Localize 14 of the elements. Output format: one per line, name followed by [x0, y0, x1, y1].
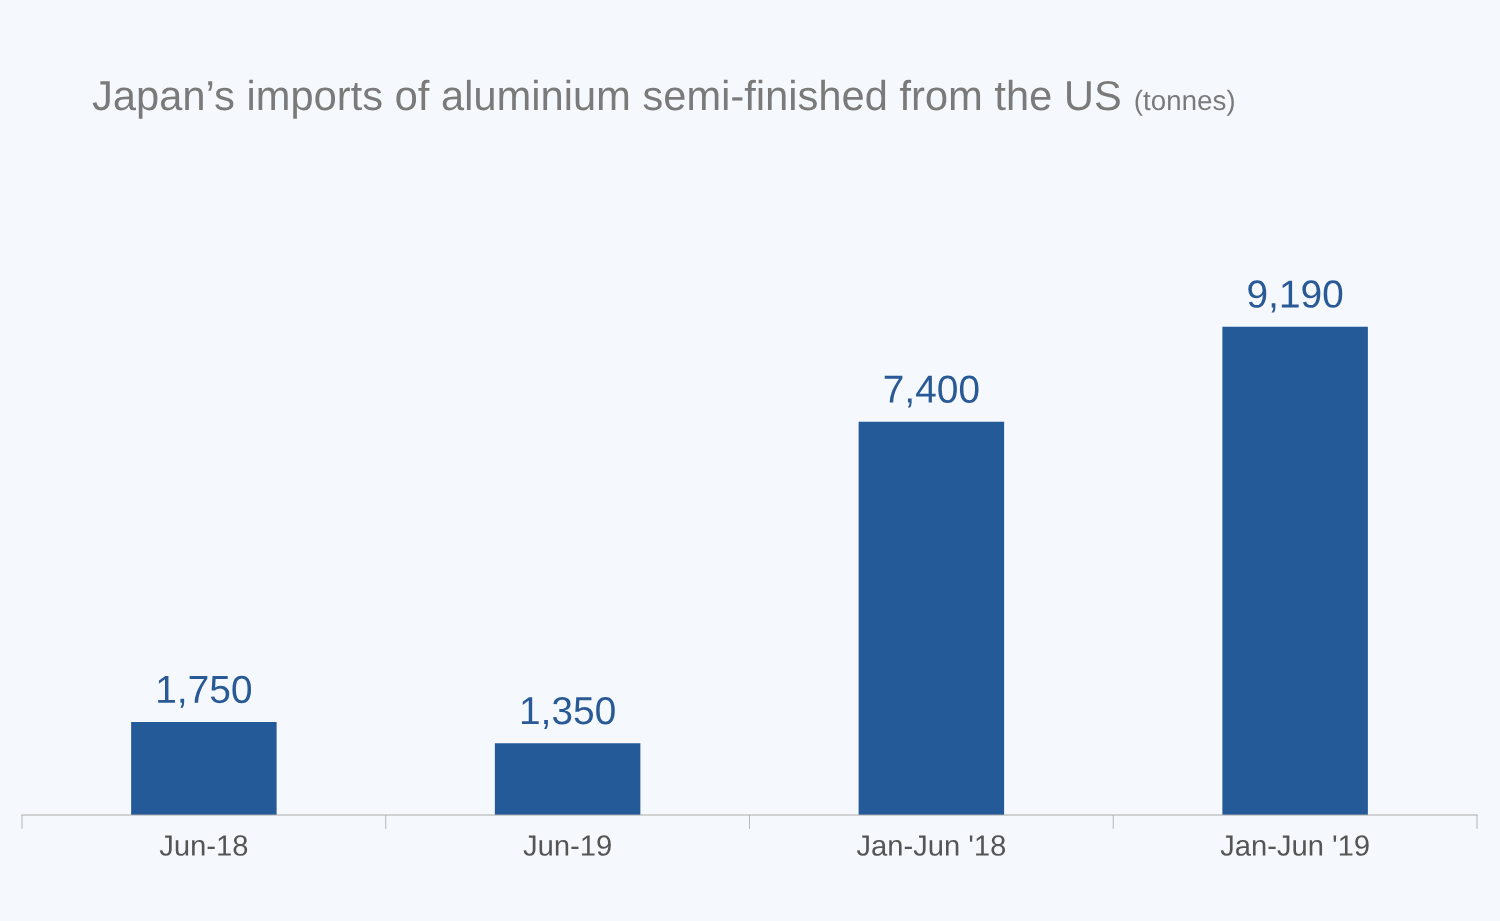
bar: [494, 743, 641, 815]
bar: [1222, 326, 1368, 815]
x-tick-label: Jan-Jun '19: [1220, 835, 1369, 856]
data-label: 9,190: [1248, 280, 1343, 313]
x-tick-label: Jun-19: [523, 835, 611, 856]
bar: [131, 722, 277, 815]
x-tick-label: Jun-18: [159, 835, 248, 856]
chart-subtitle: (tonnes): [1135, 89, 1234, 116]
bar: [858, 421, 1005, 815]
chart-title: Japan’s imports of aluminium semi-finished from the US: [92, 79, 1120, 119]
data-label: 7,400: [884, 375, 979, 408]
data-label: 1,750: [158, 675, 252, 708]
data-label: 1,350: [521, 696, 615, 730]
x-tick-label: Jan-Jun '18: [856, 835, 1006, 856]
